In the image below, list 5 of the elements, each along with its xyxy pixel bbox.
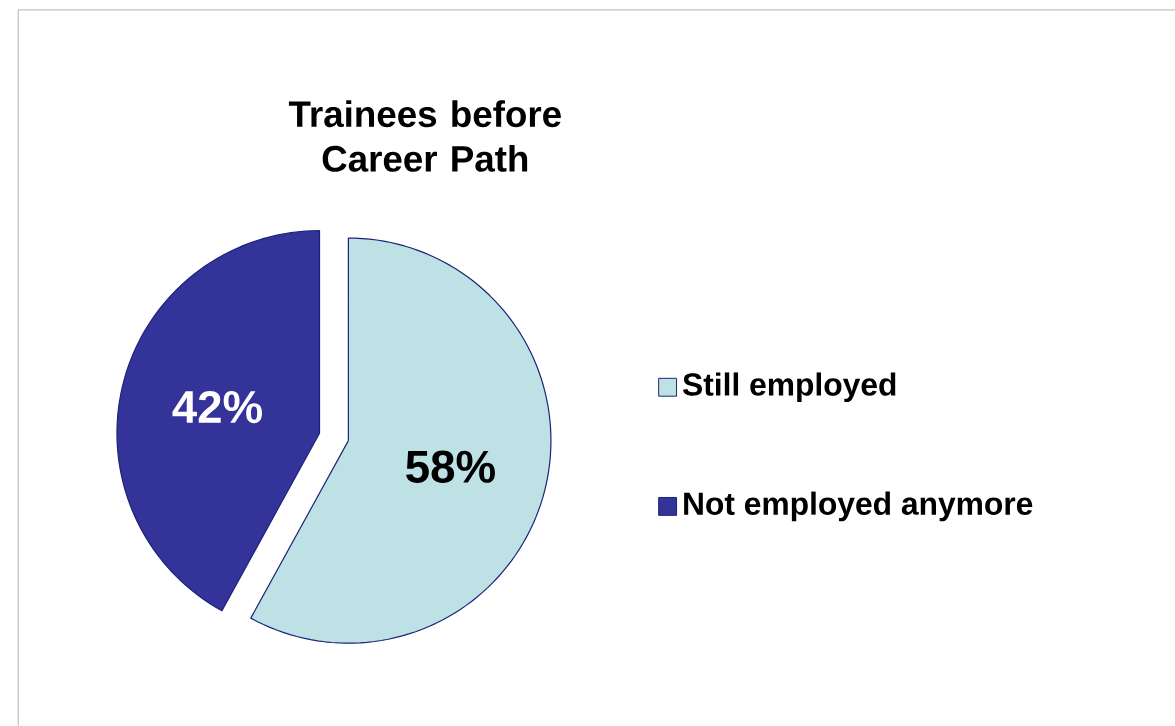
data-label: 42% bbox=[172, 390, 262, 424]
legend-label: Not employed anymore bbox=[684, 491, 1033, 522]
data-label: 58% bbox=[406, 450, 495, 484]
chart-title: Trainees before Career Path bbox=[288, 100, 561, 172]
legend-label: Still employed bbox=[682, 372, 896, 403]
